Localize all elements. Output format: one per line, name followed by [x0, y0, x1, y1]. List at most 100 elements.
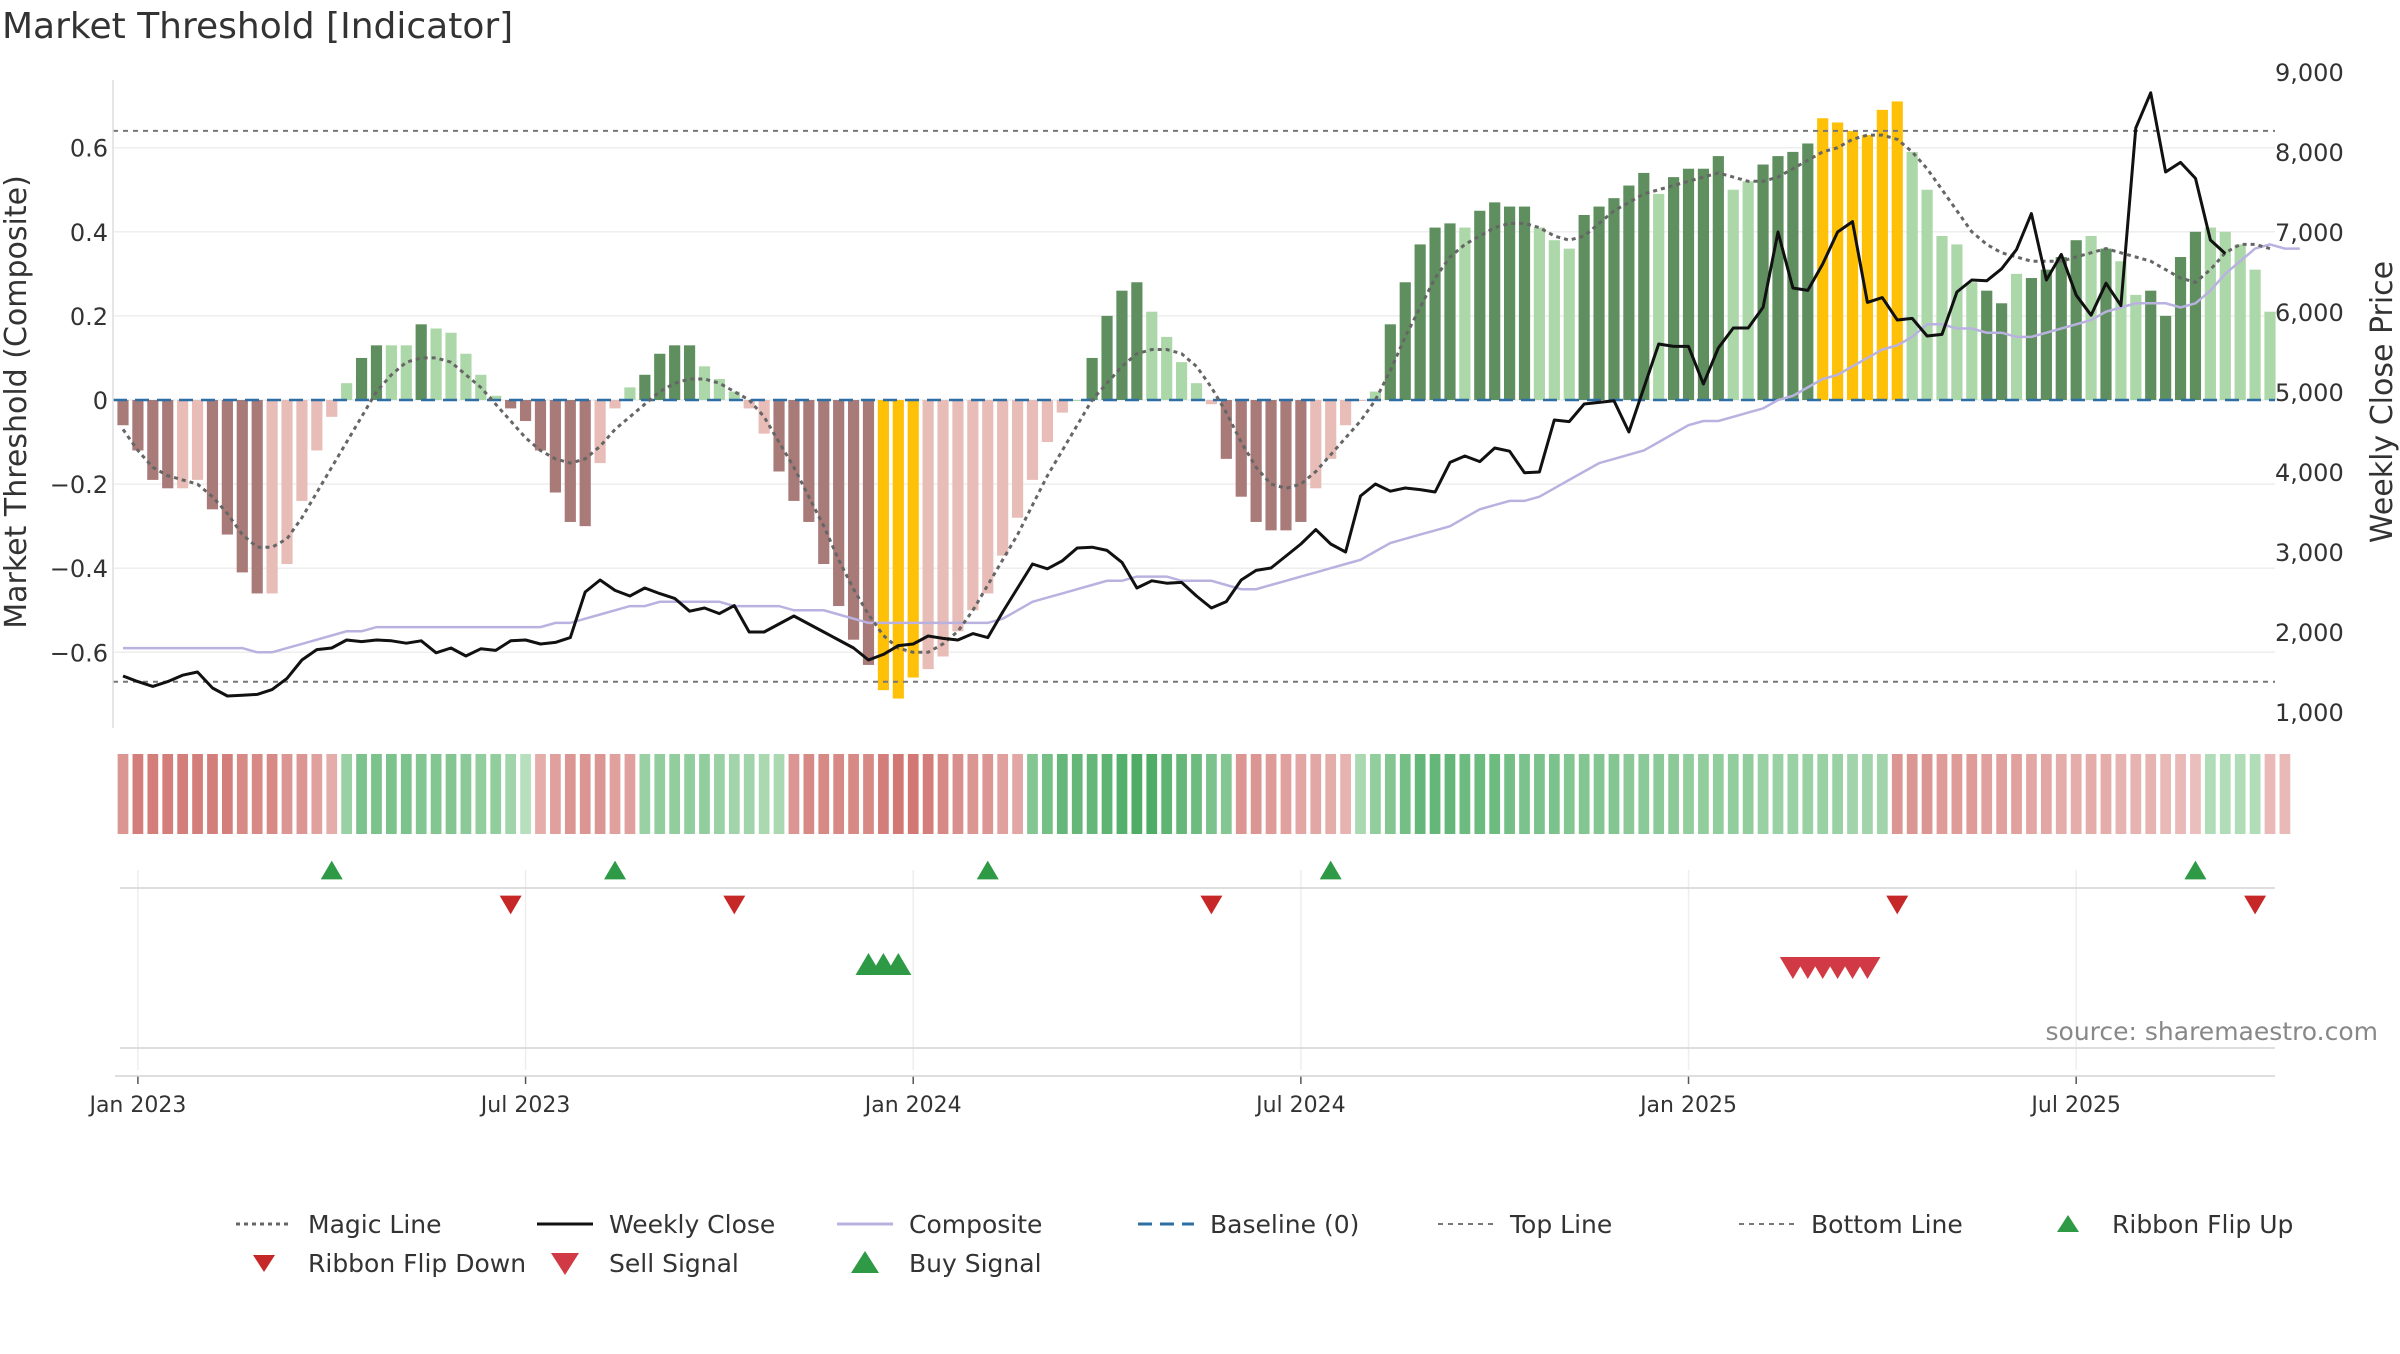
ribbon-cell — [356, 754, 367, 834]
composite-bar — [355, 357, 368, 400]
y-axis-left-label: Market Threshold (Composite) — [0, 175, 34, 629]
composite-bar — [609, 400, 621, 409]
composite-bar — [1504, 206, 1516, 400]
composite-bar — [579, 400, 591, 527]
ribbon-cell — [743, 754, 755, 834]
ribbon-cell — [326, 754, 338, 834]
composite-bar — [624, 387, 636, 400]
composite-bar — [2189, 231, 2202, 400]
composite-bar — [385, 345, 397, 400]
ribbon-cell — [1981, 754, 1993, 834]
ribbon-cell — [1310, 754, 1322, 834]
ribbon-cell — [445, 754, 457, 834]
composite-bar — [1712, 156, 1724, 400]
ribbon-cell — [863, 754, 874, 834]
composite-bar — [2130, 294, 2142, 400]
ribbon-cell — [728, 754, 740, 834]
y-right-tick-label: 7,000 — [2275, 219, 2344, 247]
composite-bar — [117, 400, 129, 426]
composite-bar — [1325, 400, 1337, 459]
ribbon-cell — [1519, 754, 1530, 834]
ribbon-cell — [1325, 754, 1337, 834]
ribbon-cell — [281, 754, 293, 834]
y-left-tick-label: −0.4 — [50, 555, 108, 583]
composite-bar — [1533, 227, 1546, 400]
composite-bar — [177, 400, 189, 489]
legend-label: Ribbon Flip Down — [308, 1249, 526, 1278]
legend-label: Bottom Line — [1811, 1210, 1963, 1239]
ribbon-flip-up-marker — [604, 860, 627, 880]
composite-bar — [1041, 400, 1053, 443]
composite-bar — [803, 400, 815, 522]
ribbon-cell — [2055, 754, 2067, 834]
composite-bar — [206, 400, 219, 510]
ribbon-cell — [400, 754, 412, 834]
ribbon-cell — [2130, 754, 2142, 834]
composite-bar — [743, 400, 755, 409]
composite-bar — [445, 332, 457, 400]
y-right-tick-label: 4,000 — [2275, 459, 2344, 487]
composite-bar — [1354, 400, 1367, 401]
ribbon-cell — [1951, 754, 1963, 834]
composite-bar — [490, 395, 502, 400]
composite-bar — [2204, 227, 2216, 400]
ribbon-cell — [1355, 754, 1366, 834]
ribbon-cell — [2085, 754, 2097, 834]
composite-bar — [1071, 400, 1083, 401]
composite-bar — [1384, 324, 1396, 400]
ribbon-cell — [2219, 754, 2231, 834]
composite-bar — [654, 353, 666, 400]
legend-item-ribbon-flip-down: Ribbon Flip Down — [253, 1249, 526, 1278]
composite-bar — [1116, 290, 1128, 400]
legend-label: Top Line — [1509, 1210, 1612, 1239]
ribbon-cell — [177, 754, 189, 834]
y-right-tick-label: 9,000 — [2275, 59, 2344, 87]
composite-bar — [1638, 172, 1650, 400]
ribbon-cell — [2279, 754, 2291, 834]
ribbon-cell — [1638, 754, 1650, 834]
ribbon-cell — [997, 754, 1009, 834]
x-tick-label: Jan 2024 — [863, 1093, 962, 1118]
ribbon-cell — [878, 754, 889, 834]
composite-bar — [1414, 244, 1426, 400]
ribbon-cell — [1101, 754, 1113, 834]
ribbon-cell — [982, 754, 994, 834]
composite-bar — [1101, 315, 1113, 400]
legend-label: Buy Signal — [909, 1249, 1042, 1278]
composite-bar — [967, 400, 979, 611]
ribbon-cell — [1966, 754, 1978, 834]
ribbon-cell — [1996, 754, 2007, 834]
ribbon-cell — [1384, 754, 1396, 834]
composite-bar — [1861, 135, 1874, 401]
composite-bar — [400, 345, 412, 400]
y-right-tick-label: 5,000 — [2275, 379, 2344, 407]
composite-bar — [1220, 400, 1232, 459]
x-tick-label: Jul 2025 — [2029, 1093, 2121, 1118]
ribbon-flip-down-marker — [2244, 895, 2267, 915]
composite-bar — [221, 400, 233, 535]
ribbon-cell — [162, 754, 174, 834]
ribbon-cell — [2249, 754, 2261, 834]
composite-bar — [952, 400, 964, 632]
composite-bar — [296, 400, 308, 501]
ribbon-cell — [1280, 754, 1292, 834]
ribbon-cell — [147, 754, 159, 834]
composite-bar — [1966, 282, 1978, 400]
ribbon-cell — [654, 754, 666, 834]
ribbon-cell — [1712, 754, 1724, 834]
composite-bar — [564, 400, 576, 522]
ribbon-cell — [1847, 754, 1858, 834]
ribbon-cell — [1235, 754, 1247, 834]
composite-bar — [1757, 164, 1769, 400]
composite-bar — [818, 400, 830, 564]
composite-bar — [430, 328, 442, 400]
composite-bar — [1265, 400, 1277, 531]
legend-label: Weekly Close — [609, 1210, 775, 1239]
ribbon-cell — [490, 754, 502, 834]
ribbon-cell — [117, 754, 129, 834]
composite-bar — [1817, 118, 1829, 400]
sell-signal-marker — [1854, 956, 1881, 980]
chart-title: Market Threshold [Indicator] — [2, 6, 513, 47]
composite-bar — [534, 400, 547, 451]
composite-bar — [1011, 400, 1024, 518]
